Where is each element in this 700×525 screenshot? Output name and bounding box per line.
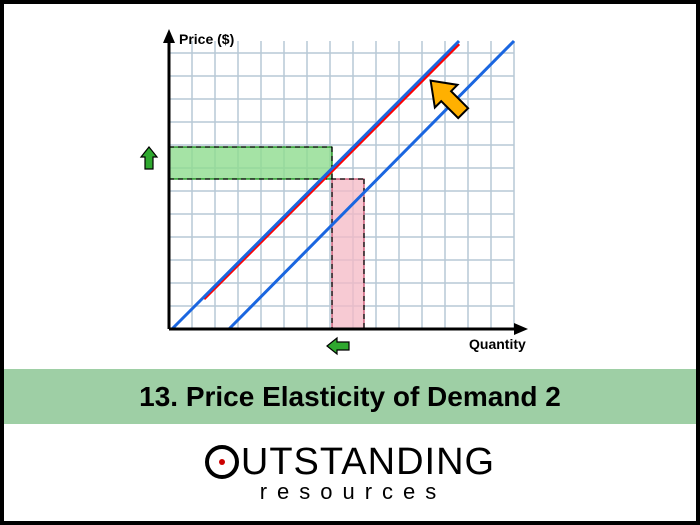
price-change-region <box>169 147 332 179</box>
economics-chart: Price ($) Quantity <box>114 29 564 354</box>
slide-frame: Price ($) Quantity 13. Price Elasticity … <box>0 0 700 525</box>
title-bar: 13. Price Elasticity of Demand 2 <box>4 369 696 424</box>
slide-title: 13. Price Elasticity of Demand 2 <box>139 381 561 413</box>
logo-sub-text: resources <box>254 479 447 505</box>
price-increase-arrow-icon <box>141 147 157 169</box>
y-axis-label: Price ($) <box>179 31 234 47</box>
supply-shift-arrow-icon <box>419 69 474 124</box>
x-axis-label: Quantity <box>469 336 526 352</box>
supply-curve-2 <box>229 41 514 329</box>
x-axis-arrowhead <box>514 323 528 335</box>
logo-main-line: UTSTANDING <box>205 443 495 481</box>
quantity-change-region <box>332 179 364 329</box>
logo: UTSTANDING resources <box>4 429 696 519</box>
y-axis-arrowhead <box>163 29 175 43</box>
chart-svg: Price ($) Quantity <box>114 29 564 364</box>
logo-main-text: UTSTANDING <box>241 443 495 481</box>
quantity-decrease-arrow-icon <box>327 338 349 354</box>
logo-o-icon <box>205 445 239 479</box>
